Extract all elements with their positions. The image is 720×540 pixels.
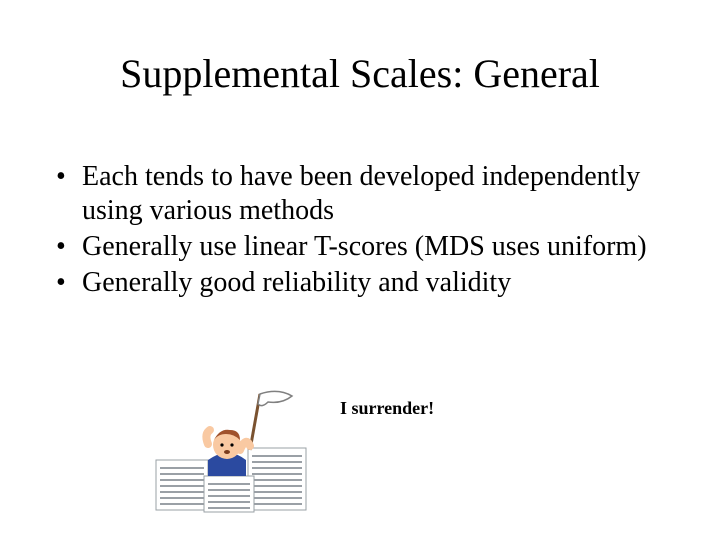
paper-stack-center-icon <box>204 476 254 512</box>
white-flag-icon <box>258 391 292 405</box>
bullet-item: Generally good reliability and validity <box>54 266 654 300</box>
arm-icon <box>240 442 250 450</box>
paper-stack-left-icon <box>156 460 208 510</box>
hand-icon <box>206 430 210 444</box>
bullet-list: Each tends to have been developed indepe… <box>54 160 654 303</box>
bullet-item: Generally use linear T-scores (MDS uses … <box>54 230 654 264</box>
bullet-item: Each tends to have been developed indepe… <box>54 160 654 228</box>
mouth-icon <box>224 450 230 454</box>
surrender-clipart <box>150 390 330 520</box>
paper-stack-right-icon <box>248 448 306 510</box>
clipart-caption: I surrender! <box>340 398 434 419</box>
slide-title: Supplemental Scales: General <box>0 50 720 97</box>
slide: Supplemental Scales: General Each tends … <box>0 0 720 540</box>
